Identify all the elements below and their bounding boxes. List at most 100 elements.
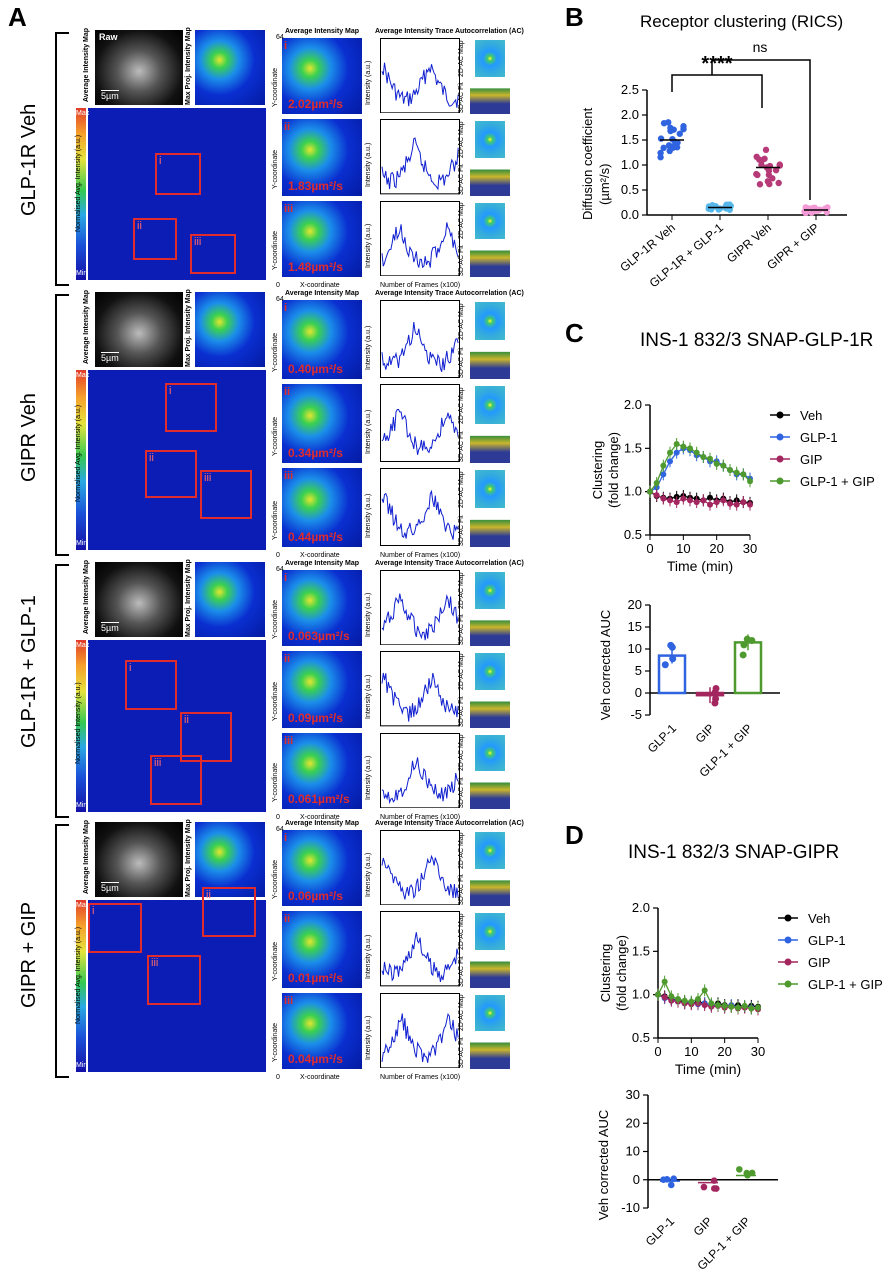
series-line: [649, 443, 751, 493]
data-point: [740, 641, 748, 649]
data-point: [660, 1176, 667, 1184]
trace-x-label: Number of Frames (x100): [380, 814, 461, 821]
ac-2d-label: 2D-AC Map: [458, 471, 465, 508]
y-axis-label: Diffusion coefficient (µm²/s): [580, 107, 612, 220]
scale-bar: 5µm: [101, 622, 119, 633]
y-axis-label: Y-coordinate: [272, 941, 279, 981]
colorbar-min: Min: [76, 802, 88, 809]
ac-2d-label: 2D-AC Map: [458, 913, 465, 950]
ac-3d-label: 3D-AC Fit: [458, 955, 465, 987]
legend-label: GIP: [808, 955, 830, 970]
y-axis-label: Y-coordinate: [272, 230, 279, 270]
data-point: [776, 161, 783, 168]
diffusion-value: 0.44µm²/s: [288, 530, 343, 544]
x-tick-label: GIP: [691, 1214, 716, 1239]
y-tick-label: 5: [635, 663, 642, 678]
data-point: [653, 492, 660, 499]
diffusion-value: 1.48µm²/s: [288, 259, 343, 274]
ac-2d-map: [475, 832, 505, 869]
col-header-trace: Average Intensity Trace: [375, 820, 454, 827]
roi-label: i: [169, 385, 172, 397]
roi-index: i: [284, 40, 288, 52]
ac-2d-label: 2D-AC Map: [458, 572, 465, 609]
trace-frame: [380, 200, 460, 276]
roi-label: iii: [204, 472, 212, 484]
roi-intensity-map: iii 1.48µm²/s: [282, 200, 362, 277]
colorbar-max: Max: [76, 642, 90, 649]
y-axis-label-line1: Diffusion coefficient: [580, 107, 595, 220]
y-tick-label: 1.5: [621, 132, 639, 147]
ac-2d-map: [475, 734, 505, 772]
roi-label: i: [92, 905, 95, 917]
legend-marker: [776, 455, 784, 463]
diffusion-value: 0.061µm²/s: [288, 791, 350, 806]
panel-d-timecourse: 0.5 1.0 1.5 2.0 0 10 20 30 Time (min) Clustering(…: [598, 900, 883, 1077]
data-point: [748, 637, 756, 645]
roi-label: ii: [137, 220, 142, 232]
roi-index: iii: [284, 734, 294, 747]
trace-y-label: Intensity (a.u.): [365, 934, 372, 979]
data-point: [735, 1004, 741, 1011]
map-tick-0: 0: [276, 282, 280, 289]
roi-box: iii: [147, 955, 201, 1005]
diffusion-value: 0.06µm²/s: [288, 889, 343, 904]
y-axis-label: Veh corrected AUC: [598, 610, 613, 721]
avg-map-label: Average Intensity Map: [83, 289, 90, 364]
y-tick-label: 0.5: [621, 182, 639, 197]
data-point: [673, 144, 681, 151]
legend-marker: [784, 980, 792, 988]
ac-3d-label: 3D-AC Fit: [458, 431, 465, 462]
scale-bar: 5µm: [101, 90, 119, 101]
ac-2d-map: [475, 40, 505, 77]
data-point: [747, 478, 753, 485]
data-point: [766, 180, 773, 188]
roi-index: i: [284, 572, 288, 584]
condition-label: GIPR + GIP: [18, 901, 40, 1008]
condition-label: GLP-1R + GLP-1: [18, 595, 40, 748]
condition-label: GIPR Veh: [18, 393, 40, 482]
y-axis-label: Y-coordinate: [272, 681, 279, 721]
trace-frame: [380, 830, 460, 906]
ac-3d-fit: [470, 953, 510, 988]
map-tick-0: 0: [276, 814, 280, 821]
intensity-trace: [380, 992, 460, 1068]
condition-bracket: [55, 294, 69, 556]
trace-y-label: Intensity (a.u.): [365, 142, 372, 187]
data-point: [667, 497, 673, 504]
diffusion-value: 0.09µm²/s: [288, 710, 343, 725]
maxproj-label: Max Proj. Intensity Map: [185, 559, 192, 637]
roi-box: iii: [150, 755, 202, 805]
data-point: [670, 1175, 678, 1183]
legend-label: GIP: [800, 452, 822, 467]
data-point: [748, 1005, 755, 1012]
ac-3d-fit: [470, 511, 510, 547]
y-axis-label-line2: (µm²/s): [597, 164, 612, 205]
x-tick-label: GIPR + GIP: [764, 221, 822, 273]
raw-label: Raw: [99, 32, 118, 42]
legend-marker: [784, 914, 792, 922]
panel-c-timecourse: 0.5 1.0 1.5 2.0 0 10 20 30 Time (min) Clustering(…: [590, 397, 875, 574]
legend-label: GLP-1 + GIP: [800, 474, 875, 489]
roi-box: ii: [202, 887, 256, 937]
col-header-ac: Autocorrelation (AC): [455, 820, 524, 827]
data-point: [707, 501, 713, 508]
data-point: [660, 495, 667, 502]
y-tick-label: 1.0: [624, 484, 642, 499]
ac-2d-map: [475, 202, 505, 240]
data-point: [669, 135, 676, 143]
trace-line: [381, 673, 459, 722]
legend-label: Veh: [800, 408, 822, 423]
y-tick-label: 10: [628, 641, 642, 656]
data-point: [736, 1166, 743, 1173]
roi-intensity-map: i 2.02µm²/s: [282, 38, 362, 115]
intensity-trace: [380, 38, 460, 114]
legend-marker: [776, 411, 784, 419]
y-tick-label: 1.5: [632, 943, 650, 958]
data-point: [705, 205, 712, 212]
intensity-trace: [380, 300, 460, 378]
y-tick-label: 20: [628, 600, 642, 612]
roi-index: i: [284, 302, 288, 314]
data-point: [733, 469, 740, 476]
diffusion-value: 0.40µm²/s: [288, 362, 343, 376]
